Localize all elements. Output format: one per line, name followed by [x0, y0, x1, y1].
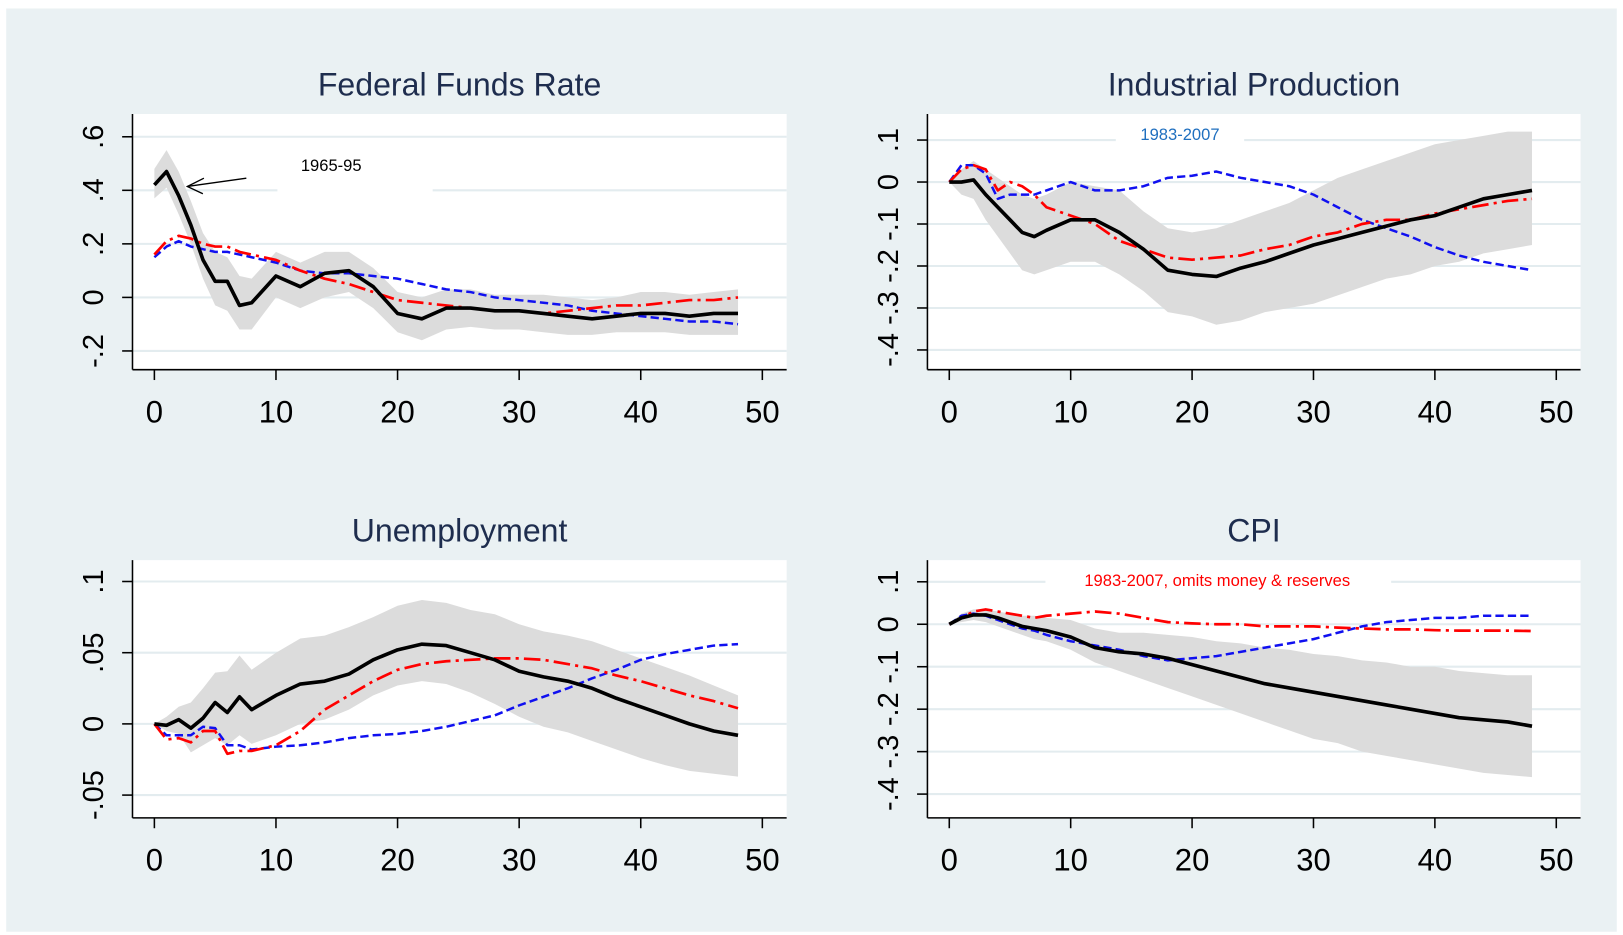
y-tick-label: -.2	[873, 692, 905, 726]
y-tick-label: 0	[78, 289, 110, 305]
confidence-band	[154, 150, 739, 341]
annotation-background	[1115, 125, 1245, 149]
y-tick-label: -.1	[873, 650, 905, 684]
x-tick-label: 40	[1418, 394, 1453, 429]
panel-title: Unemployment	[352, 513, 568, 549]
x-tick-label: 30	[502, 394, 537, 429]
x-tick-label: 40	[623, 394, 658, 429]
series-line	[153, 657, 739, 756]
y-tick-label: 0	[873, 174, 905, 190]
x-tick-label: 0	[941, 843, 958, 878]
y-tick-label: .6	[78, 125, 110, 149]
x-tick-label: 10	[1053, 843, 1088, 878]
x-tick-label: 30	[1296, 394, 1331, 429]
x-tick-label: 50	[745, 394, 780, 429]
x-tick-label: 10	[259, 843, 294, 878]
y-tick-label: -.4	[873, 777, 905, 811]
annotation-background	[1045, 571, 1392, 595]
series-line	[153, 234, 739, 315]
y-tick-label: .1	[873, 128, 905, 152]
x-tick-label: 0	[941, 394, 958, 429]
annotation-background	[277, 155, 433, 199]
series-line	[948, 608, 1533, 633]
panel-title: Federal Funds Rate	[318, 67, 602, 103]
series-line	[154, 642, 739, 738]
annotation: 1983-2007	[1140, 125, 1219, 144]
y-tick-label: .2	[78, 232, 110, 256]
x-tick-label: 10	[259, 394, 294, 429]
series-line	[153, 169, 739, 321]
y-tick-label: -.2	[873, 249, 905, 283]
x-tick-label: 40	[623, 843, 658, 878]
panel-title: CPI	[1227, 513, 1280, 549]
x-tick-label: 30	[1296, 843, 1331, 878]
annotation-arrow	[187, 177, 247, 188]
y-tick-label: -.3	[873, 291, 905, 325]
x-tick-label: 20	[380, 394, 415, 429]
y-tick-label: 0	[78, 716, 110, 732]
x-tick-label: 20	[1175, 843, 1210, 878]
y-tick-label: .1	[78, 569, 110, 593]
x-tick-label: 40	[1418, 843, 1453, 878]
x-tick-label: 50	[1539, 394, 1574, 429]
x-tick-label: 50	[745, 843, 780, 878]
y-tick-label: 0	[873, 616, 905, 632]
x-tick-label: 50	[1539, 843, 1574, 878]
annotation-arrowhead	[185, 177, 205, 195]
x-tick-label: 0	[146, 394, 163, 429]
y-tick-label: -.2	[78, 334, 110, 368]
y-tick-label: .05	[78, 633, 110, 673]
y-tick-label: .1	[873, 570, 905, 594]
series-line	[153, 642, 739, 751]
y-tick-label: -.3	[873, 735, 905, 769]
series-line	[948, 612, 1533, 662]
confidence-band	[154, 600, 739, 777]
annotation: 1983-2007, omits money & reserves	[1084, 571, 1350, 590]
confidence-band	[949, 131, 1533, 325]
x-tick-label: 30	[502, 843, 537, 878]
y-tick-label: -.05	[78, 770, 110, 820]
x-tick-label: 0	[146, 843, 163, 878]
series-line	[948, 613, 1533, 728]
y-tick-label: .4	[78, 178, 110, 202]
confidence-band	[949, 609, 1533, 778]
x-tick-label: 10	[1053, 394, 1088, 429]
y-tick-label: -.1	[873, 207, 905, 241]
series-line	[949, 178, 1533, 279]
x-tick-label: 20	[380, 843, 415, 878]
x-tick-label: 20	[1175, 394, 1210, 429]
series-line	[948, 163, 1533, 272]
panel-title: Industrial Production	[1108, 67, 1400, 103]
y-tick-label: -.4	[873, 333, 905, 367]
series-line	[153, 239, 739, 326]
annotation: 1965-95	[301, 156, 362, 175]
